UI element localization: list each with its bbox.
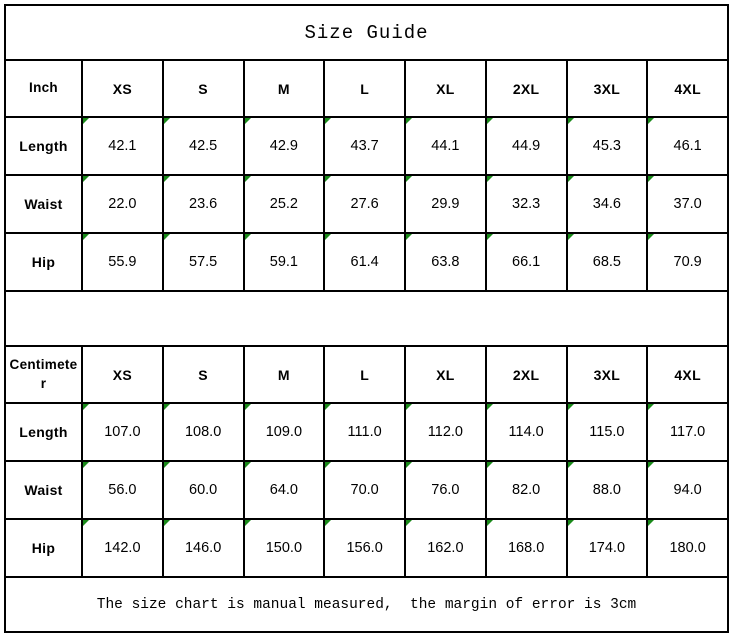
cell-length-cm-l: 111.0 (323, 402, 406, 462)
cell-length-inch-m: 42.9 (242, 116, 326, 176)
cell-waist-inch-xl: 29.9 (404, 174, 487, 234)
row-label-length-inch: Length (4, 116, 83, 176)
cell-hip-inch-xl: 63.8 (404, 232, 487, 292)
cell-waist-cm-xl: 76.0 (404, 460, 487, 520)
row-label-hip-cm: Hip (4, 518, 83, 578)
size-header-cm-s: S (161, 345, 245, 404)
title-row: Size Guide (3, 4, 730, 61)
table-row: Length 107.0 108.0 109.0 111.0 112.0 114… (4, 402, 730, 462)
cell-length-cm-4xl: 117.0 (646, 402, 730, 462)
cell-waist-inch-m: 25.2 (242, 174, 326, 234)
measurement-disclaimer: The size chart is manual measured, the m… (3, 576, 730, 633)
cell-hip-inch-m: 59.1 (242, 232, 326, 292)
cell-waist-inch-3xl: 34.6 (565, 174, 649, 234)
size-header-cm-3xl: 3XL (565, 345, 649, 404)
table-spacer-row (3, 290, 730, 347)
size-header-s: S (161, 59, 245, 118)
cell-length-inch-xl: 44.1 (404, 116, 487, 176)
centimeter-header-row: Centimeter XS S M L XL 2XL 3XL 4XL (4, 345, 730, 404)
cell-hip-inch-l: 61.4 (323, 232, 406, 292)
row-label-waist-cm: Waist (4, 460, 83, 520)
table-row: Hip 55.9 57.5 59.1 61.4 63.8 66.1 68.5 7… (4, 232, 730, 292)
cell-hip-cm-3xl: 174.0 (565, 518, 649, 578)
cell-length-inch-2xl: 44.9 (484, 116, 568, 176)
cell-hip-cm-2xl: 168.0 (484, 518, 568, 578)
size-header-3xl: 3XL (565, 59, 649, 118)
cell-waist-inch-s: 23.6 (161, 174, 245, 234)
row-label-hip-inch: Hip (4, 232, 83, 292)
size-header-cm-xs: XS (81, 345, 164, 404)
size-header-2xl: 2XL (484, 59, 568, 118)
size-header-cm-l: L (323, 345, 406, 404)
size-header-xs: XS (81, 59, 164, 118)
cell-waist-inch-l: 27.6 (323, 174, 406, 234)
unit-label-centimeter: Centimeter (4, 345, 83, 404)
cell-waist-cm-2xl: 82.0 (484, 460, 568, 520)
cell-waist-inch-xs: 22.0 (81, 174, 164, 234)
cell-waist-inch-4xl: 37.0 (646, 174, 730, 234)
cell-length-cm-2xl: 114.0 (484, 402, 568, 462)
row-label-length-cm: Length (4, 402, 83, 462)
cell-hip-cm-l: 156.0 (323, 518, 406, 578)
size-header-4xl: 4XL (646, 59, 730, 118)
cell-length-cm-m: 109.0 (242, 402, 326, 462)
table-row: Length 42.1 42.5 42.9 43.7 44.1 44.9 45.… (4, 116, 730, 176)
cell-hip-inch-4xl: 70.9 (646, 232, 730, 292)
cell-length-cm-3xl: 115.0 (565, 402, 649, 462)
size-header-cm-m: M (242, 345, 326, 404)
cell-length-inch-s: 42.5 (161, 116, 245, 176)
size-header-m: M (242, 59, 326, 118)
cell-waist-inch-2xl: 32.3 (484, 174, 568, 234)
cell-hip-inch-3xl: 68.5 (565, 232, 649, 292)
size-header-xl: XL (404, 59, 487, 118)
cell-hip-cm-4xl: 180.0 (646, 518, 730, 578)
size-header-cm-xl: XL (404, 345, 487, 404)
row-label-waist-inch: Waist (4, 174, 83, 234)
cell-length-inch-xs: 42.1 (81, 116, 164, 176)
cell-length-cm-xs: 107.0 (81, 402, 164, 462)
cell-hip-cm-xs: 142.0 (81, 518, 164, 578)
cell-length-cm-s: 108.0 (161, 402, 245, 462)
size-header-cm-4xl: 4XL (646, 345, 730, 404)
spacer-cell (3, 290, 730, 347)
inch-header-row: Inch XS S M L XL 2XL 3XL 4XL (4, 59, 730, 118)
size-guide-sheet: Size Guide Inch XS S M L XL 2XL 3XL 4XL … (3, 4, 730, 633)
cell-hip-cm-m: 150.0 (242, 518, 326, 578)
cell-length-inch-3xl: 45.3 (565, 116, 649, 176)
cell-hip-inch-2xl: 66.1 (484, 232, 568, 292)
cell-hip-cm-xl: 162.0 (404, 518, 487, 578)
cell-hip-cm-s: 146.0 (161, 518, 245, 578)
cell-hip-inch-xs: 55.9 (81, 232, 164, 292)
page-title: Size Guide (3, 4, 730, 61)
size-guide-table: Size Guide Inch XS S M L XL 2XL 3XL 4XL … (3, 4, 730, 633)
footer-note-row: The size chart is manual measured, the m… (3, 576, 730, 633)
table-row: Waist 22.0 23.6 25.2 27.6 29.9 32.3 34.6… (4, 174, 730, 234)
cell-length-cm-xl: 112.0 (404, 402, 487, 462)
cell-waist-cm-m: 64.0 (242, 460, 326, 520)
table-row: Hip 142.0 146.0 150.0 156.0 162.0 168.0 … (4, 518, 730, 578)
cell-waist-cm-3xl: 88.0 (565, 460, 649, 520)
cell-waist-cm-xs: 56.0 (81, 460, 164, 520)
cell-waist-cm-4xl: 94.0 (646, 460, 730, 520)
cell-waist-cm-l: 70.0 (323, 460, 406, 520)
size-header-cm-2xl: 2XL (484, 345, 568, 404)
table-row: Waist 56.0 60.0 64.0 70.0 76.0 82.0 88.0… (4, 460, 730, 520)
cell-waist-cm-s: 60.0 (161, 460, 245, 520)
cell-length-inch-l: 43.7 (323, 116, 406, 176)
size-header-l: L (323, 59, 406, 118)
unit-label-inch: Inch (4, 59, 83, 118)
cell-hip-inch-s: 57.5 (161, 232, 245, 292)
cell-length-inch-4xl: 46.1 (646, 116, 730, 176)
